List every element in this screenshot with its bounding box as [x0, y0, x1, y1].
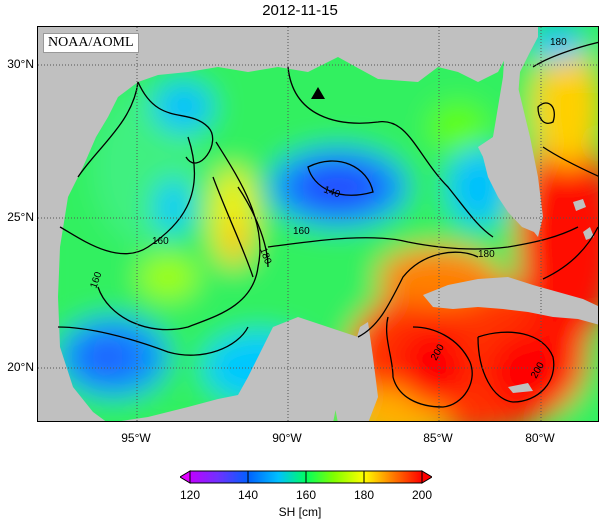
lat-label-30: 30°N	[7, 57, 34, 71]
contour-label: 180	[550, 37, 567, 48]
map-title: 2012-11-15	[262, 2, 338, 19]
land-mexico	[121, 317, 358, 421]
colorbar-tick-140: 140	[237, 488, 259, 502]
land	[38, 27, 598, 421]
sea-height-map: 180 140 160 180 160 180 160 200 200	[38, 27, 598, 421]
contour-label: 160	[152, 236, 169, 247]
colorbar-under-arrow	[180, 470, 191, 484]
lon-label-95: 95°W	[121, 431, 151, 445]
contour-lines	[57, 41, 598, 408]
lat-label-25: 25°N	[7, 210, 34, 224]
colorbar-over-arrow	[421, 470, 432, 484]
graticule	[38, 27, 598, 421]
colorbar-tick-180: 180	[353, 488, 375, 502]
colorbar-tick-120: 120	[179, 488, 201, 502]
colorbar-label: SH [cm]	[278, 505, 322, 519]
colorbar-tick-160: 160	[295, 488, 317, 502]
colorbar	[180, 470, 432, 484]
lat-label-20: 20°N	[7, 360, 34, 374]
triangle-marker-icon	[311, 87, 325, 99]
colorbar-tick-200: 200	[411, 488, 433, 502]
contour-label: 180	[478, 249, 495, 260]
land-cuba	[423, 277, 598, 325]
lon-label-80: 80°W	[525, 431, 555, 445]
lon-label-85: 85°W	[423, 431, 453, 445]
lon-label-90: 90°W	[272, 431, 302, 445]
contour-label: 160	[293, 226, 310, 237]
credit-label: NOAA/AOML	[43, 33, 139, 53]
map-frame: 180 140 160 180 160 180 160 200 200	[37, 26, 599, 422]
land-north-america	[38, 27, 598, 237]
